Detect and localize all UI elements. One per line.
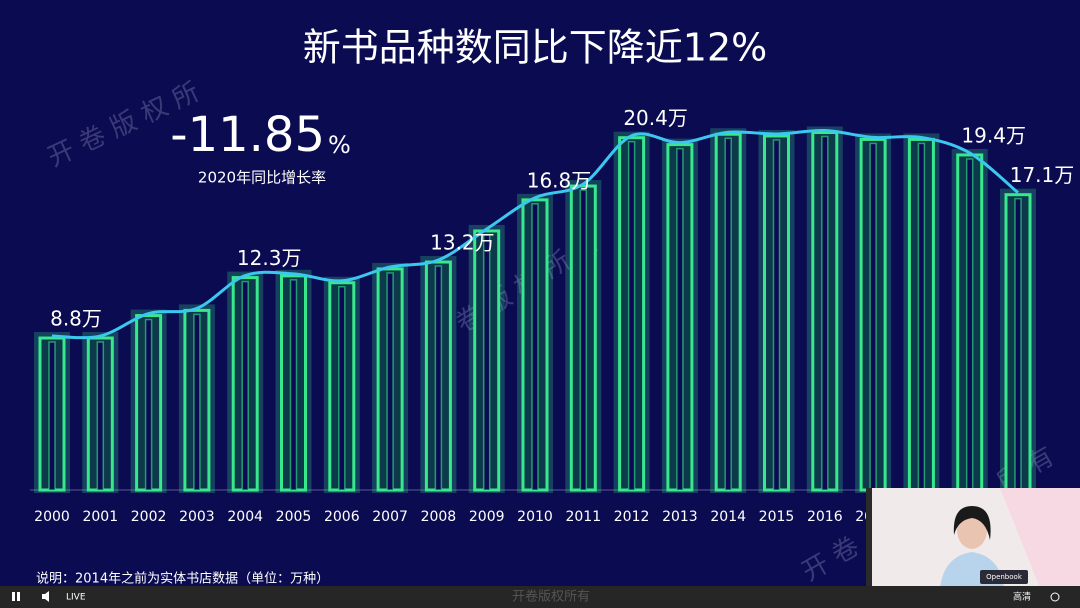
value-label: 16.8万 xyxy=(527,168,592,192)
pause-button[interactable] xyxy=(17,592,20,601)
bar-core xyxy=(965,158,974,491)
bar-core xyxy=(289,279,298,491)
x-tick-label: 2006 xyxy=(324,509,360,525)
bar-core xyxy=(48,341,56,491)
bar-core xyxy=(434,265,443,491)
volume-button[interactable] xyxy=(42,591,49,602)
x-tick-label: 2005 xyxy=(276,509,312,525)
stat-unit: % xyxy=(328,131,351,159)
value-label: 20.4万 xyxy=(623,106,688,130)
bar-core xyxy=(338,286,346,491)
bar-core xyxy=(531,203,539,491)
bar-core xyxy=(676,147,684,491)
laptop xyxy=(980,570,1028,584)
bar-core xyxy=(96,341,105,491)
bar-core xyxy=(724,137,732,491)
x-tick-label: 2013 xyxy=(662,509,698,525)
x-tick-label: 2001 xyxy=(82,509,118,525)
bar-core xyxy=(579,189,588,491)
value-label: 8.8万 xyxy=(50,307,102,331)
bar-core xyxy=(241,280,249,491)
chart-title: 新书品种数同比下降近12% xyxy=(303,26,767,70)
x-tick-label: 2008 xyxy=(421,509,457,525)
trend-line xyxy=(51,128,1019,340)
x-tick-label: 2015 xyxy=(759,509,795,525)
x-tick-label: 2011 xyxy=(565,509,601,525)
value-label: 19.4万 xyxy=(961,123,1026,147)
value-label: 17.1万 xyxy=(1010,163,1075,187)
x-tick-label: 2012 xyxy=(614,509,650,525)
bar-core xyxy=(821,135,829,491)
person-hair xyxy=(953,506,991,540)
bar-core xyxy=(193,313,201,491)
stat-value: -11.85 xyxy=(170,107,325,163)
player-bar: LIVE 开卷版权所有 高清 xyxy=(0,586,1080,608)
quality-button[interactable]: 高清 xyxy=(1013,591,1031,603)
webcam-decor xyxy=(1000,488,1080,588)
x-tick-label: 2010 xyxy=(517,509,553,525)
bar-core xyxy=(917,142,926,491)
pause-button[interactable] xyxy=(12,592,15,601)
x-tick-label: 2004 xyxy=(227,509,263,525)
bar-core xyxy=(1014,197,1022,491)
bar-core xyxy=(627,140,636,491)
logo-text: 开卷版权所有 xyxy=(512,589,590,605)
x-tick-label: 2014 xyxy=(710,509,746,525)
x-tick-label: 2000 xyxy=(34,509,70,525)
x-tick-label: 2003 xyxy=(179,509,215,525)
note: 说明：2014年之前为实体书店数据（单位：万种） xyxy=(36,571,329,587)
fullscreen-button[interactable] xyxy=(1050,592,1060,602)
value-label: 12.3万 xyxy=(237,246,302,270)
bar-core xyxy=(869,142,877,491)
bar-core xyxy=(144,318,153,491)
bar-core xyxy=(482,234,491,491)
value-label: 13.2万 xyxy=(430,231,495,255)
x-tick-label: 2007 xyxy=(372,509,408,525)
player-bg xyxy=(0,586,1080,608)
x-tick-label: 2016 xyxy=(807,509,843,525)
stat-label: 2020年同比增长率 xyxy=(198,169,326,187)
bar-core xyxy=(772,139,781,491)
live-label: LIVE xyxy=(66,593,86,603)
bar-core xyxy=(386,272,394,491)
x-tick-label: 2002 xyxy=(131,509,167,525)
webcam-edge xyxy=(866,488,872,588)
webcam-label: Openbook xyxy=(986,573,1023,581)
webcam: Openbook xyxy=(866,488,1080,588)
x-tick-label: 2009 xyxy=(469,509,505,525)
